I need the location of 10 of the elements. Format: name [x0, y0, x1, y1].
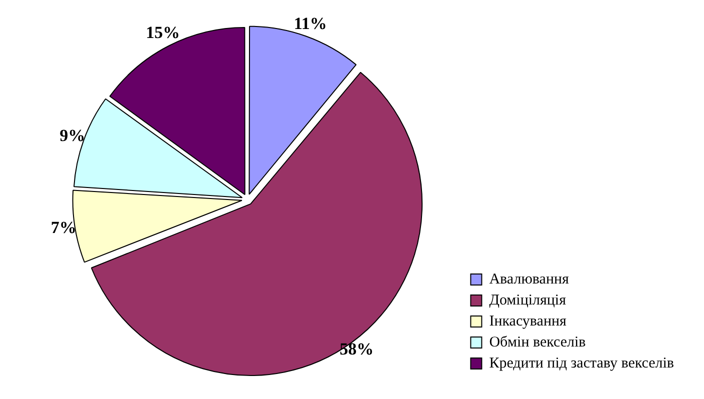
data-label: 15%: [146, 23, 180, 42]
legend-label: Кредити під заставу векселів: [489, 355, 674, 372]
data-label: 58%: [340, 339, 374, 358]
data-label: 11%: [294, 14, 327, 33]
data-label: 7%: [50, 218, 76, 237]
data-label: 9%: [60, 126, 86, 145]
legend-label: Доміціляція: [489, 292, 566, 308]
legend-label: Обмін векселів: [489, 334, 586, 350]
legend-label: Авалювання: [489, 271, 570, 288]
legend-label: Інкасування: [489, 313, 567, 330]
